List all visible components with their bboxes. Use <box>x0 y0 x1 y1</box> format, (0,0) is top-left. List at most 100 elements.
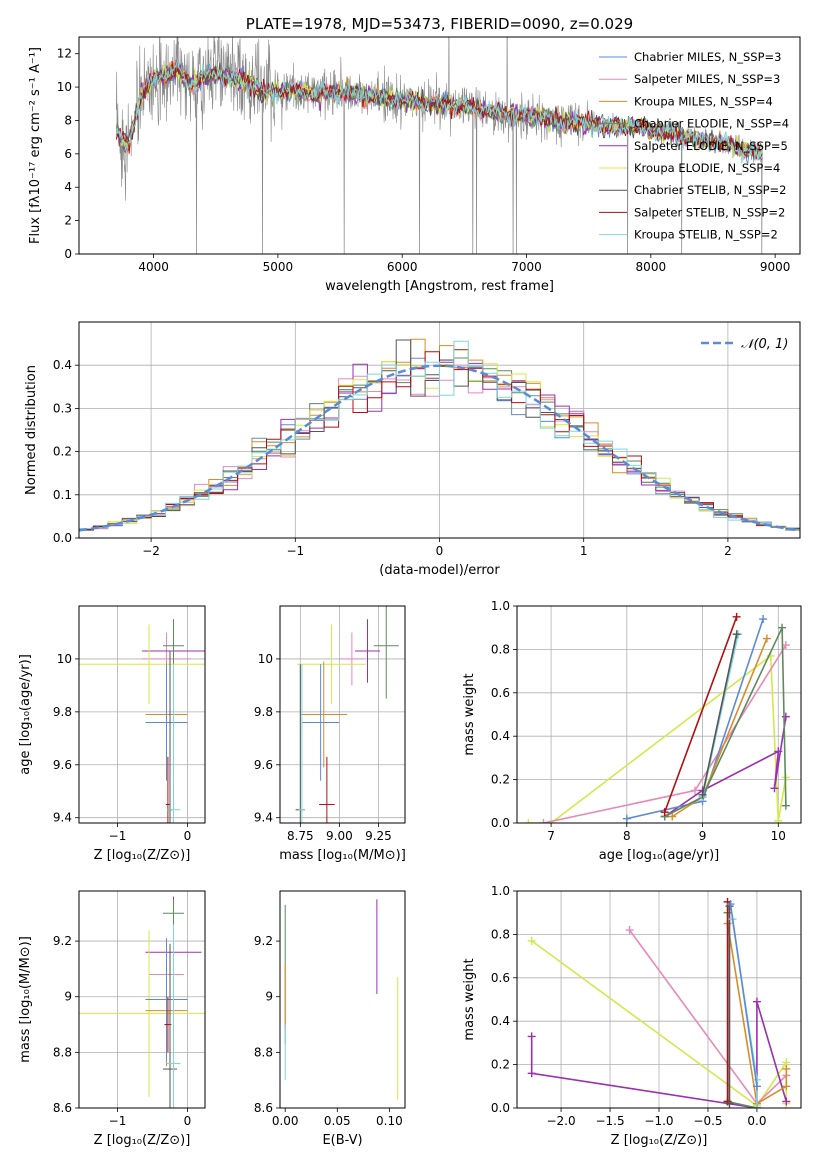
weight-series <box>660 612 741 817</box>
model-spectrum-line <box>115 59 764 164</box>
y-tick-label: 9.8 <box>53 705 72 719</box>
error-bar-point <box>300 661 348 768</box>
axes-frame <box>279 890 406 1109</box>
error-bar-point <box>145 938 188 1061</box>
error-bar-point <box>163 619 184 673</box>
y-tick-label: 0.2 <box>53 445 72 459</box>
y-axis-label: Normed distribution <box>24 365 39 495</box>
error-bar-point <box>355 619 380 683</box>
x-axis-label: E(B-V) <box>322 1133 362 1148</box>
error-bar-point <box>297 624 366 704</box>
x-tick-label: −2 <box>142 544 160 558</box>
legend-label: Salpeter ELODIE, N_SSP=5 <box>634 139 788 153</box>
series-line <box>664 627 787 818</box>
series-line <box>729 903 758 1087</box>
y-tick-label: 1.0 <box>491 884 510 898</box>
x-tick-label: −1 <box>109 1114 127 1128</box>
error-bar-point <box>163 943 177 1108</box>
y-tick-label: 6 <box>64 147 72 161</box>
x-tick-label: 0 <box>184 1114 192 1128</box>
y-tick-label: 2 <box>64 214 72 228</box>
plus-marker <box>759 615 768 624</box>
x-tick-label: 0.00 <box>272 1114 299 1128</box>
error-bar-point <box>298 664 305 823</box>
x-tick-label: 0 <box>436 544 444 558</box>
axes-frame <box>516 890 802 1109</box>
plus-marker <box>774 747 783 756</box>
plus-marker <box>732 630 741 639</box>
x-axis-label: mass [log₁₀(M/M⊙)] <box>279 848 406 863</box>
y-tick-label: 0.0 <box>53 531 72 545</box>
legend-label: Salpeter STELIB, N_SSP=2 <box>634 205 785 219</box>
legend-label: Salpeter MILES, N_SSP=3 <box>634 72 780 86</box>
x-tick-label: 0 <box>184 829 192 843</box>
x-tick-label: −1 <box>109 829 127 843</box>
y-tick-label: 9.6 <box>53 758 72 772</box>
error-bar-point <box>166 924 181 1108</box>
y-tick-label: 9 <box>64 990 72 1004</box>
y-axis-label: age [log₁₀(age/yr)] <box>18 654 33 775</box>
legend-label: Kroupa STELIB, N_SSP=2 <box>634 228 778 242</box>
y-tick-label: 9.6 <box>254 758 273 772</box>
y-tick-label: 0.1 <box>53 488 72 502</box>
legend: 𝒩(0, 1) <box>701 337 788 352</box>
x-tick-label: 9 <box>699 829 707 843</box>
weight-series <box>622 615 768 823</box>
plus-marker <box>527 1069 536 1078</box>
y-tick-label: 0.0 <box>491 1101 510 1115</box>
plus-marker <box>762 634 771 643</box>
error-bar-point <box>166 664 181 823</box>
mass-vs-metallicity-panel: −1 0 8.6 8.8 9 9.2 Z [log₁₀(Z/Z⊙)] mass [log₁₀(… <box>18 890 206 1148</box>
y-axis-label: mass weight <box>462 958 477 1040</box>
y-tick-label: 0.0 <box>491 816 510 830</box>
y-tick-label: 0.2 <box>491 1058 510 1072</box>
plus-marker <box>752 1082 761 1091</box>
weight-series <box>723 897 732 1106</box>
y-tick-label: 0.8 <box>491 927 510 941</box>
x-tick-label: 0.10 <box>376 1114 403 1128</box>
legend-label: Chabrier ELODIE, N_SSP=4 <box>634 117 789 131</box>
y-tick-label: 10 <box>57 80 72 94</box>
y-tick-label: 1.0 <box>491 599 510 613</box>
x-tick-label: 9000 <box>760 260 791 274</box>
plus-marker <box>725 1099 734 1108</box>
legend-label: Chabrier MILES, N_SSP=3 <box>634 50 781 64</box>
x-tick-label: −2.0 <box>546 1114 575 1128</box>
weight-series <box>698 630 741 799</box>
error-bar-point <box>163 899 184 928</box>
plus-marker <box>752 997 761 1006</box>
age-vs-metallicity-panel: −1 0 9.4 9.6 9.8 10 Z [log₁₀(Z/Z⊙)] age [log₁₀(… <box>18 605 206 863</box>
massweight-vs-metallicity-panel: −2.0 −1.5 −1.0 −0.5 0.0 0.0 0.2 0.4 0.6 0.8 1.0 Z [… <box>462 884 802 1148</box>
plus-marker <box>690 786 699 795</box>
x-tick-label: −0.5 <box>693 1114 722 1128</box>
plus-marker <box>770 784 779 793</box>
error-bar-point <box>301 664 340 781</box>
chart-title: PLATE=1978, MJD=53473, FIBERID=0090, z=0… <box>246 15 633 33</box>
weight-series <box>660 712 790 821</box>
y-tick-label: 0.6 <box>491 971 510 985</box>
age-vs-mass-panel: 8.75 9.00 9.25 9.4 9.6 9.8 10 mass [log₁₀(M/M⊙)… <box>254 605 406 863</box>
x-tick-label: 8.75 <box>287 829 314 843</box>
x-tick-label: 8000 <box>636 260 667 274</box>
y-tick-label: 9.4 <box>254 811 273 825</box>
plus-marker <box>778 623 787 632</box>
plus-marker <box>782 1064 791 1073</box>
legend-label: Kroupa ELODIE, N_SSP=4 <box>634 161 780 175</box>
plus-marker <box>752 1104 761 1108</box>
plus-marker <box>668 812 677 821</box>
error-bar-point <box>165 756 170 823</box>
plus-marker <box>625 926 634 935</box>
axes-frame <box>516 605 802 824</box>
x-axis-label: Z [log₁₀(Z/Z⊙)] <box>94 848 191 863</box>
normal-distribution-curve <box>79 364 800 532</box>
y-tick-label: 9.2 <box>254 934 273 948</box>
legend-label: 𝒩(0, 1) <box>741 337 788 352</box>
error-bar-point <box>319 756 335 823</box>
y-tick-label: 0.3 <box>53 401 72 415</box>
x-tick-label: 9.25 <box>365 829 392 843</box>
legend: Chabrier MILES, N_SSP=3 Salpeter MILES, N… <box>599 50 789 242</box>
y-tick-label: 9 <box>265 990 273 1004</box>
plus-marker <box>660 808 669 817</box>
x-tick-label: 2 <box>724 544 732 558</box>
